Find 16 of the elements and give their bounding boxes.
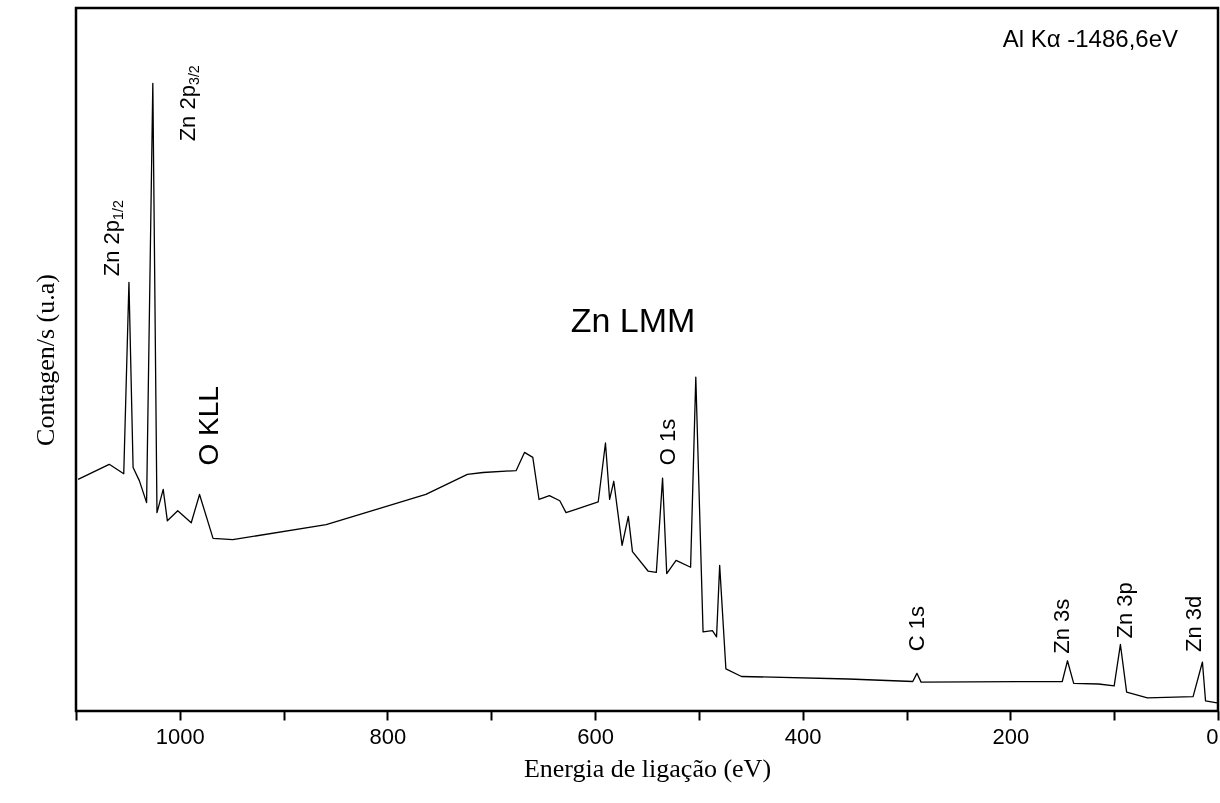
text: Al Kα -1486,6eV <box>1002 25 1178 52</box>
annotation: Zn 3d <box>1181 595 1207 653</box>
x-tick-label: 400 <box>784 723 822 749</box>
x-axis-title: Energia de ligação (eV) <box>523 753 772 783</box>
x-tick-label: 800 <box>369 723 407 749</box>
annotation: Zn 3s <box>1049 598 1075 654</box>
x-tick-label: 1000 <box>155 723 205 749</box>
annotation: O 1s <box>654 418 680 466</box>
annotation: O KLL <box>192 386 224 466</box>
annotation: Zn LMM <box>570 301 696 339</box>
annotation: Zn 3p <box>1112 582 1138 639</box>
x-tick-label: 600 <box>577 723 614 749</box>
x-tick-label: 200 <box>992 723 1030 749</box>
x-tick-label: 0 <box>1206 723 1219 749</box>
y-axis-title: Contagen/s (u.a) <box>30 274 60 446</box>
annotation: C 1s <box>903 606 929 652</box>
